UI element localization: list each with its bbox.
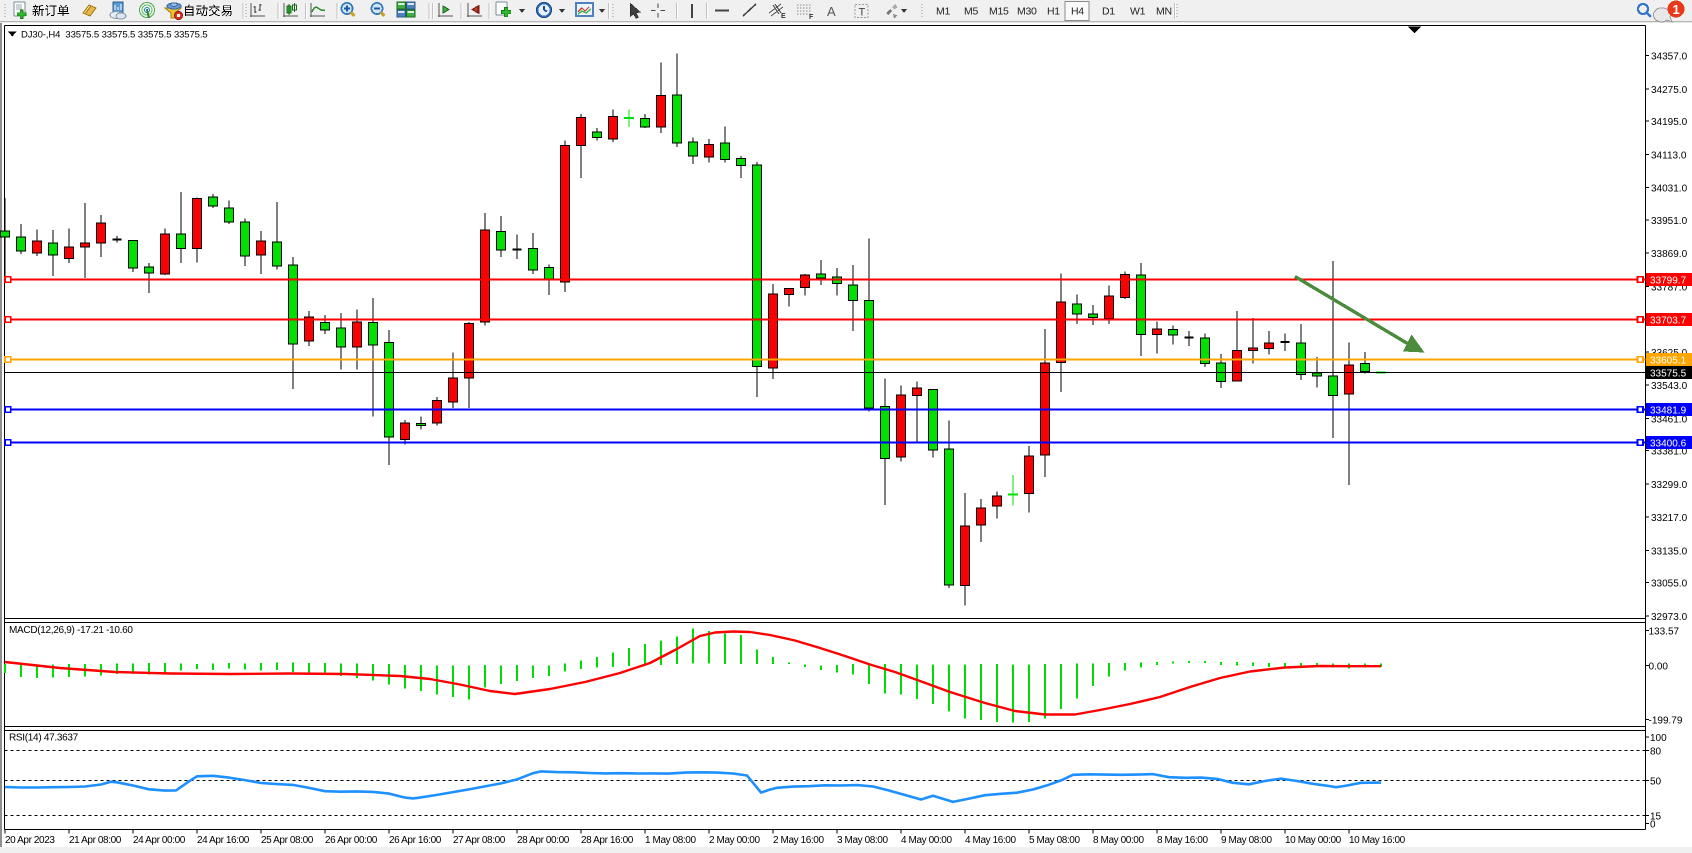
svg-text:10 May 00:00: 10 May 00:00: [1285, 835, 1342, 846]
svg-text:M15: M15: [989, 6, 1009, 18]
svg-text:33799.7: 33799.7: [1650, 276, 1687, 287]
svg-text:MN: MN: [1156, 6, 1172, 18]
svg-text:33381.0: 33381.0: [1651, 447, 1688, 458]
svg-text:0: 0: [1650, 820, 1656, 831]
svg-text:21 Apr 08:00: 21 Apr 08:00: [69, 835, 122, 846]
svg-text:27 Apr 08:00: 27 Apr 08:00: [453, 835, 506, 846]
svg-text:80: 80: [1650, 747, 1662, 758]
svg-text:20 Apr 2023: 20 Apr 2023: [5, 835, 55, 846]
svg-text:H1: H1: [1047, 6, 1060, 18]
svg-text:33135.0: 33135.0: [1651, 546, 1688, 557]
svg-text:15: 15: [1650, 812, 1662, 823]
svg-text:34031.0: 34031.0: [1651, 184, 1688, 195]
svg-text:33400.6: 33400.6: [1650, 439, 1687, 450]
svg-text:26 Apr 16:00: 26 Apr 16:00: [389, 835, 442, 846]
svg-text:3 May 08:00: 3 May 08:00: [837, 835, 888, 846]
svg-text:A: A: [827, 4, 836, 19]
svg-text:D1: D1: [1102, 6, 1115, 18]
svg-text:DJ30-,H4 33575.5 33575.5 3357: DJ30-,H4 33575.5 33575.5 33575.5 33575.5: [21, 30, 208, 41]
svg-text:5 May 08:00: 5 May 08:00: [1029, 835, 1080, 846]
svg-text:24 Apr 16:00: 24 Apr 16:00: [197, 835, 250, 846]
svg-text:32973.0: 32973.0: [1651, 612, 1688, 623]
svg-text:33787.0: 33787.0: [1651, 282, 1688, 293]
svg-text:34195.0: 34195.0: [1651, 117, 1688, 128]
svg-text:33055.0: 33055.0: [1651, 579, 1688, 590]
svg-text:50: 50: [1650, 777, 1662, 788]
svg-text:26 Apr 00:00: 26 Apr 00:00: [325, 835, 378, 846]
svg-text:33575.5: 33575.5: [1650, 369, 1687, 380]
svg-text:8 May 16:00: 8 May 16:00: [1157, 835, 1208, 846]
svg-text:33543.0: 33543.0: [1651, 381, 1688, 392]
svg-text:4 May 00:00: 4 May 00:00: [901, 835, 952, 846]
svg-text:4 May 16:00: 4 May 16:00: [965, 835, 1016, 846]
svg-text:28 Apr 16:00: 28 Apr 16:00: [581, 835, 634, 846]
svg-text:10 May 16:00: 10 May 16:00: [1349, 835, 1406, 846]
svg-text:1: 1: [1673, 2, 1680, 17]
svg-text:33461.0: 33461.0: [1651, 414, 1688, 425]
svg-text:0.00: 0.00: [1649, 662, 1669, 673]
svg-text:RSI(14) 47.3637: RSI(14) 47.3637: [9, 733, 79, 744]
svg-text:2 May 00:00: 2 May 00:00: [709, 835, 760, 846]
svg-text:W1: W1: [1130, 6, 1146, 18]
svg-text:M5: M5: [964, 6, 978, 18]
svg-text:25 Apr 08:00: 25 Apr 08:00: [261, 835, 314, 846]
svg-text:9 May 08:00: 9 May 08:00: [1221, 835, 1272, 846]
svg-text:100: 100: [1650, 733, 1667, 744]
svg-text:-199.79: -199.79: [1649, 716, 1683, 727]
svg-text:H4: H4: [1071, 6, 1084, 18]
svg-text:34357.0: 34357.0: [1651, 52, 1688, 63]
svg-text:33703.7: 33703.7: [1650, 316, 1687, 327]
svg-text:F: F: [809, 14, 814, 21]
svg-text:M1: M1: [936, 6, 950, 18]
svg-text:E: E: [781, 13, 786, 20]
svg-text:33481.9: 33481.9: [1650, 406, 1687, 417]
svg-text:34113.0: 34113.0: [1651, 150, 1687, 161]
svg-text:24 Apr 00:00: 24 Apr 00:00: [133, 835, 186, 846]
svg-text:33299.0: 33299.0: [1651, 480, 1688, 491]
svg-text:28 Apr 00:00: 28 Apr 00:00: [517, 835, 570, 846]
svg-text:33217.0: 33217.0: [1651, 513, 1688, 524]
svg-text:33869.0: 33869.0: [1651, 249, 1688, 260]
svg-text:34275.0: 34275.0: [1651, 85, 1688, 96]
svg-text:2 May 16:00: 2 May 16:00: [773, 835, 824, 846]
svg-text:1 May 08:00: 1 May 08:00: [645, 835, 696, 846]
svg-text:T: T: [859, 7, 866, 19]
svg-text:33605.1: 33605.1: [1650, 356, 1687, 367]
svg-text:8 May 00:00: 8 May 00:00: [1093, 835, 1144, 846]
svg-text:33951.0: 33951.0: [1651, 216, 1688, 227]
svg-text:133.57: 133.57: [1649, 627, 1680, 638]
svg-text:MACD(12,26,9) -17.21 -10.60: MACD(12,26,9) -17.21 -10.60: [9, 625, 133, 636]
svg-text:M30: M30: [1017, 6, 1037, 18]
